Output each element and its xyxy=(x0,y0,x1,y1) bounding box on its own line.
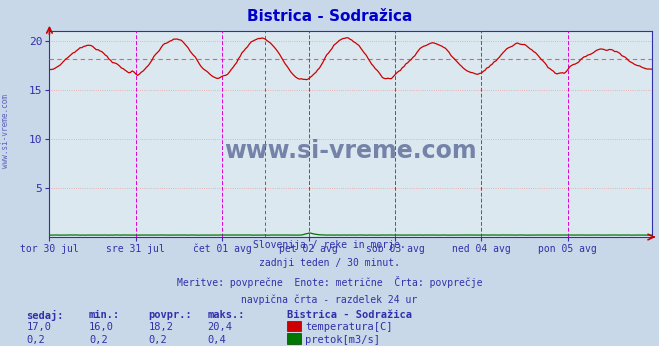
Text: www.si-vreme.com: www.si-vreme.com xyxy=(225,138,477,163)
Text: pretok[m3/s]: pretok[m3/s] xyxy=(305,335,380,345)
Text: temperatura[C]: temperatura[C] xyxy=(305,322,393,333)
Text: maks.:: maks.: xyxy=(208,310,245,320)
Text: sedaj:: sedaj: xyxy=(26,310,64,321)
Text: 18,2: 18,2 xyxy=(148,322,173,333)
Text: min.:: min.: xyxy=(89,310,120,320)
Text: 20,4: 20,4 xyxy=(208,322,233,333)
Text: Bistrica - Sodražica: Bistrica - Sodražica xyxy=(247,9,412,24)
Text: Meritve: povprečne  Enote: metrične  Črta: povprečje: Meritve: povprečne Enote: metrične Črta:… xyxy=(177,276,482,289)
Text: povpr.:: povpr.: xyxy=(148,310,192,320)
Text: 0,4: 0,4 xyxy=(208,335,226,345)
Text: 17,0: 17,0 xyxy=(26,322,51,333)
Text: 16,0: 16,0 xyxy=(89,322,114,333)
Text: 0,2: 0,2 xyxy=(89,335,107,345)
Text: www.si-vreme.com: www.si-vreme.com xyxy=(1,94,10,169)
Text: Bistrica - Sodražica: Bistrica - Sodražica xyxy=(287,310,412,320)
Text: 0,2: 0,2 xyxy=(148,335,167,345)
Text: zadnji teden / 30 minut.: zadnji teden / 30 minut. xyxy=(259,258,400,268)
Text: Slovenija / reke in morje.: Slovenija / reke in morje. xyxy=(253,240,406,251)
Text: 0,2: 0,2 xyxy=(26,335,45,345)
Text: navpična črta - razdelek 24 ur: navpična črta - razdelek 24 ur xyxy=(241,294,418,305)
